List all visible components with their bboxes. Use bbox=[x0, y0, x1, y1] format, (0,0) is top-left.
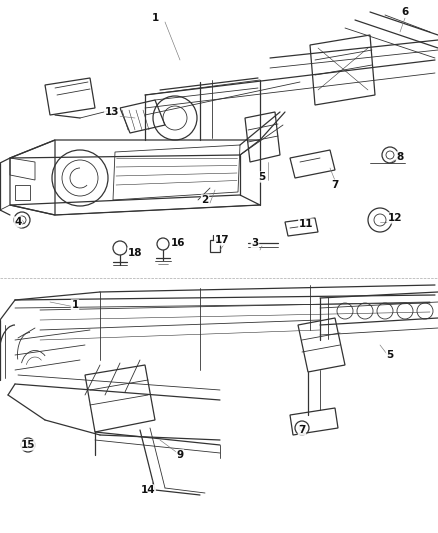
Text: 14: 14 bbox=[141, 485, 155, 495]
Text: 4: 4 bbox=[14, 217, 22, 227]
Text: 1: 1 bbox=[71, 300, 79, 310]
Text: 2: 2 bbox=[201, 195, 208, 205]
Text: 5: 5 bbox=[258, 172, 265, 182]
Text: 8: 8 bbox=[396, 152, 404, 162]
Text: 11: 11 bbox=[299, 219, 313, 229]
Text: 12: 12 bbox=[388, 213, 402, 223]
Text: 6: 6 bbox=[401, 7, 409, 17]
Text: 5: 5 bbox=[386, 350, 394, 360]
Text: 3: 3 bbox=[251, 238, 258, 248]
Text: 17: 17 bbox=[215, 235, 230, 245]
Text: 18: 18 bbox=[128, 248, 142, 258]
Text: 7: 7 bbox=[298, 425, 306, 435]
Text: 15: 15 bbox=[21, 440, 35, 450]
Text: 16: 16 bbox=[171, 238, 185, 248]
Text: 7: 7 bbox=[331, 180, 339, 190]
Text: 1: 1 bbox=[152, 13, 159, 23]
Text: 9: 9 bbox=[177, 450, 184, 460]
Text: 13: 13 bbox=[105, 107, 119, 117]
